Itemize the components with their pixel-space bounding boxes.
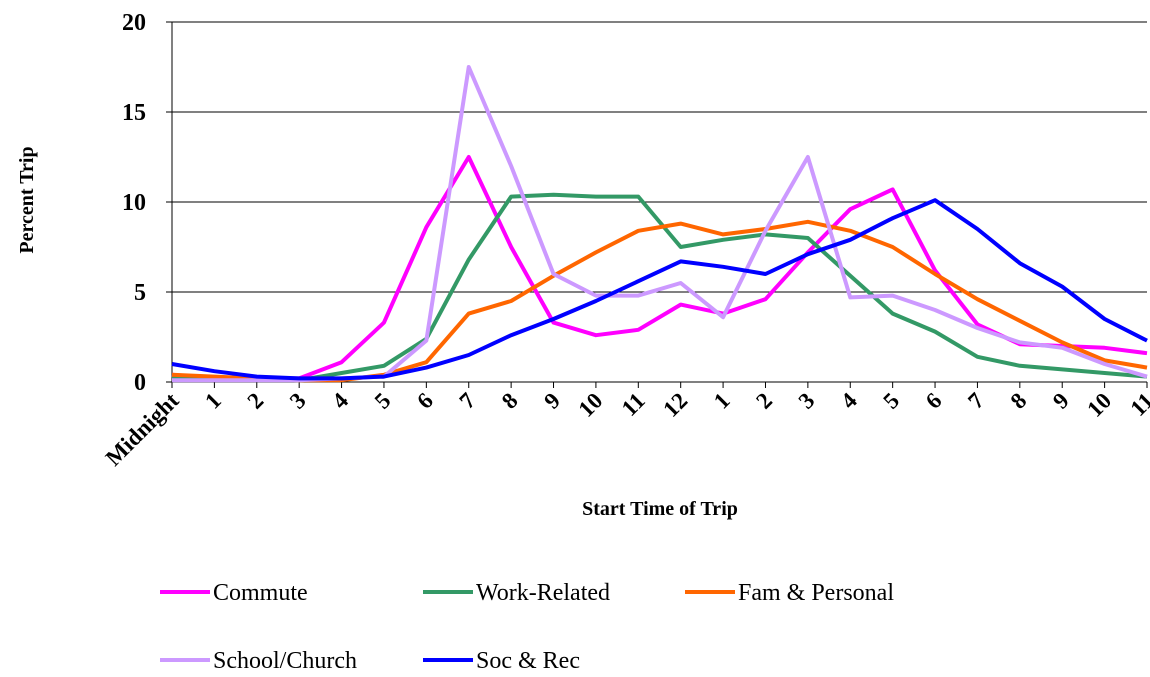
x-tick-label: Midnight — [101, 388, 184, 471]
x-tick-label: 4 — [327, 388, 353, 414]
x-tick-label: 10 — [1082, 388, 1116, 422]
y-tick-label: 20 — [122, 10, 146, 36]
x-tick-label: 3 — [285, 388, 311, 414]
y-tick-label: 5 — [134, 280, 146, 306]
legend-label: Fam & Personal — [738, 580, 894, 606]
x-tick-label: 11 — [617, 388, 650, 421]
x-tick-label: 4 — [836, 388, 862, 414]
x-tick-label: 8 — [1006, 388, 1032, 414]
series-line — [172, 192, 1148, 383]
y-axis-title: Percent Trip — [16, 146, 38, 253]
legend-label: Work-Related — [476, 580, 610, 606]
y-tick-label: 15 — [122, 100, 146, 126]
legend-label: Commute — [213, 580, 308, 606]
x-tick-label: 1 — [709, 388, 735, 414]
legend-label: School/Church — [213, 648, 357, 674]
x-tick-label: 12 — [658, 388, 692, 422]
x-tick-label: 5 — [370, 388, 396, 414]
y-tick-label: 0 — [134, 370, 146, 396]
x-tick-label: 8 — [497, 388, 523, 414]
x-tick-label: 7 — [963, 388, 989, 414]
x-tick-label: 1 — [200, 388, 226, 414]
x-tick-label: 6 — [921, 388, 947, 414]
x-tick-label: 6 — [412, 388, 438, 414]
x-tick-label: 5 — [878, 388, 904, 414]
series-line — [171, 198, 1148, 381]
x-tick-label: 10 — [574, 388, 608, 422]
x-tick-label: 2 — [243, 388, 269, 414]
x-tick-label: 3 — [794, 388, 820, 414]
series-line — [171, 155, 1148, 381]
x-tick-label: 9 — [539, 388, 565, 414]
x-tick-label: 9 — [1048, 388, 1074, 414]
x-tick-label: 7 — [454, 388, 480, 414]
x-tick-label: 2 — [751, 388, 777, 414]
x-axis-title: Start Time of Trip — [582, 498, 738, 520]
legend-label: Soc & Rec — [476, 648, 580, 674]
x-tick-label: 11 — [1125, 388, 1150, 421]
y-tick-label: 10 — [122, 190, 146, 216]
